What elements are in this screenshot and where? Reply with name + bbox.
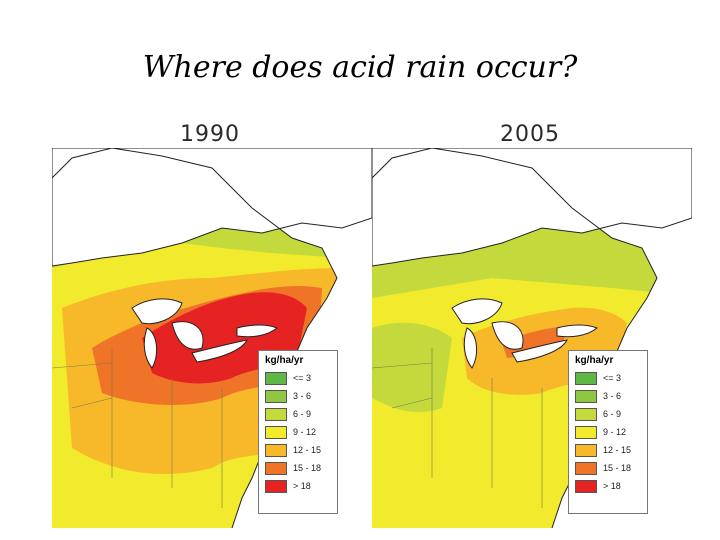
legend-range: 15 - 18 <box>603 463 632 473</box>
legend-item: 12 - 15 <box>265 442 331 458</box>
legend-range: > 18 <box>603 481 621 491</box>
legend-range: 3 - 6 <box>603 391 622 401</box>
legend-range: <= 3 <box>293 373 312 383</box>
legend-swatch <box>265 479 287 493</box>
legend-range: 3 - 6 <box>293 391 312 401</box>
legend-2005: kg/ha/yr <= 3 3 - 6 6 - 9 9 - 12 12 - 15… <box>568 350 648 514</box>
legend-range: 6 - 9 <box>293 409 312 419</box>
legend-item: 9 - 12 <box>575 424 641 440</box>
legend-range: <= 3 <box>603 373 622 383</box>
slide-title: Where does acid rain occur? <box>142 50 578 85</box>
year-label-1990: 1990 <box>180 122 240 147</box>
legend-range: 9 - 12 <box>293 427 317 437</box>
legend-item: 3 - 6 <box>265 388 331 404</box>
legend-item: 15 - 18 <box>265 460 331 476</box>
legend-swatch <box>265 443 287 457</box>
legend-swatch <box>575 407 597 421</box>
legend-range: 9 - 12 <box>603 427 627 437</box>
legend-range: 6 - 9 <box>603 409 622 419</box>
legend-item: 3 - 6 <box>575 388 641 404</box>
legend-swatch <box>575 443 597 457</box>
legend-swatch <box>575 461 597 475</box>
year-label-2005: 2005 <box>500 122 560 147</box>
legend-swatch <box>575 479 597 493</box>
legend-unit: kg/ha/yr <box>575 355 614 366</box>
legend-swatch <box>265 425 287 439</box>
legend-range: 15 - 18 <box>293 463 322 473</box>
legend-item: 12 - 15 <box>575 442 641 458</box>
legend-swatch <box>265 461 287 475</box>
legend-item: 15 - 18 <box>575 460 641 476</box>
legend-item: <= 3 <box>575 370 641 386</box>
legend-1990: kg/ha/yr <= 3 3 - 6 6 - 9 9 - 12 12 - 15… <box>258 350 338 514</box>
legend-swatch <box>575 371 597 385</box>
legend-swatch <box>265 389 287 403</box>
legend-unit: kg/ha/yr <box>265 355 304 366</box>
legend-swatch <box>575 425 597 439</box>
legend-swatch <box>265 371 287 385</box>
legend-item: > 18 <box>575 478 641 494</box>
legend-swatch <box>265 407 287 421</box>
legend-range: 12 - 15 <box>603 445 632 455</box>
map-1990: 1990 kg/ha/yr <= 3 3 - 6 6 - 9 9 <box>52 118 372 528</box>
legend-range: > 18 <box>293 481 311 491</box>
legend-item: 9 - 12 <box>265 424 331 440</box>
legend-item: 6 - 9 <box>265 406 331 422</box>
legend-item: <= 3 <box>265 370 331 386</box>
legend-swatch <box>575 389 597 403</box>
legend-range: 12 - 15 <box>293 445 322 455</box>
map-2005: 2005 kg/ha/yr <= 3 3 - 6 6 - 9 9 - 12 12… <box>372 118 692 528</box>
legend-item: > 18 <box>265 478 331 494</box>
legend-item: 6 - 9 <box>575 406 641 422</box>
